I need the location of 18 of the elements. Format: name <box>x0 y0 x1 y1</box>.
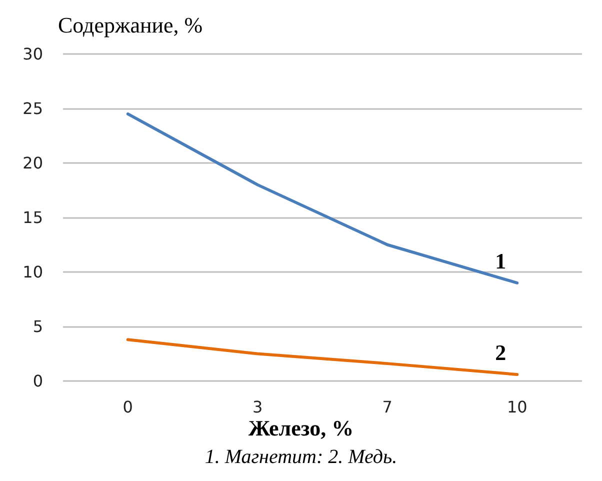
y-axis-title: Содержание, % <box>58 12 203 38</box>
x-tick-label: 3 <box>252 398 263 416</box>
y-tick-label: 25 <box>22 99 43 118</box>
y-tick-label: 15 <box>22 208 43 227</box>
x-tick-label: 10 <box>506 398 528 416</box>
y-tick-label: 30 <box>22 44 43 64</box>
series-label: 1 <box>495 248 506 274</box>
y-tick-label: 10 <box>22 262 43 282</box>
x-tick-label: 7 <box>382 398 392 416</box>
x-tick-label: 0 <box>122 398 133 416</box>
line-series <box>126 338 519 376</box>
y-tick-label: 20 <box>22 154 43 172</box>
text: 1. Магнетит: 2. Медь. <box>204 446 398 468</box>
series-label: 2 <box>495 340 506 365</box>
line-series <box>126 112 519 284</box>
x-axis-title: Железо, % <box>248 416 354 440</box>
y-tick-label: 5 <box>32 317 43 336</box>
y-tick-label: 0 <box>32 372 43 390</box>
